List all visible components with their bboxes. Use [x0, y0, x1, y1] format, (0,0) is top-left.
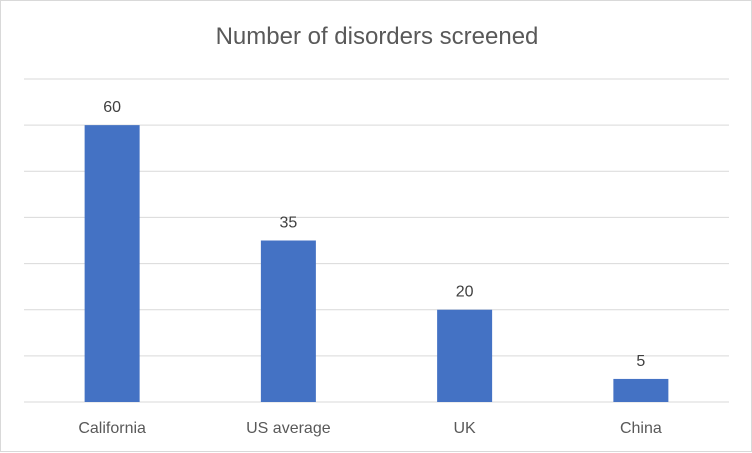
data-label: 35	[279, 215, 297, 232]
category-label: US average	[246, 420, 331, 437]
category-label: California	[78, 420, 146, 437]
category-labels: California US average UK China	[78, 420, 662, 437]
gridlines	[24, 78, 729, 403]
chart-title: Number of disorders screened	[216, 23, 539, 50]
bar-uk	[437, 309, 493, 402]
data-label: 5	[636, 353, 645, 370]
data-label: 60	[103, 99, 121, 116]
category-label: China	[620, 420, 662, 437]
data-label: 20	[456, 284, 474, 301]
category-label: UK	[454, 420, 477, 437]
bars	[84, 125, 669, 403]
bar-california	[84, 125, 140, 403]
data-labels: 60 35 20 5	[103, 99, 645, 370]
bar-china	[613, 378, 669, 402]
bar-us-average	[260, 240, 316, 402]
